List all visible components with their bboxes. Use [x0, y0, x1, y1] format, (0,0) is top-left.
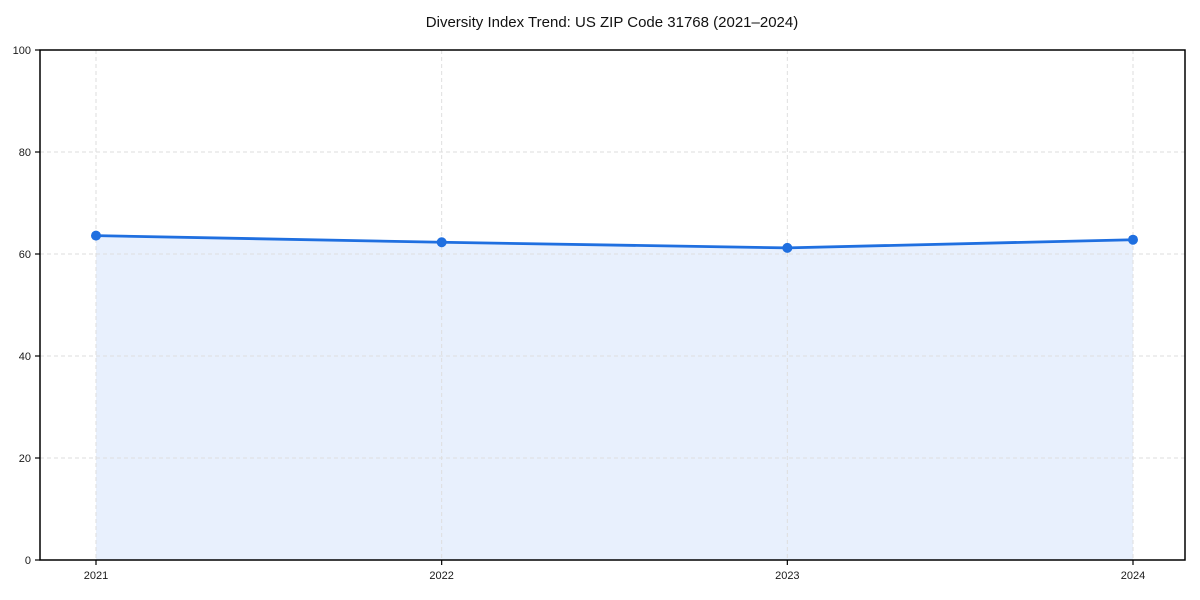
x-tick-label: 2022	[429, 570, 453, 582]
y-tick-label: 100	[13, 45, 31, 57]
y-tick-label: 60	[19, 249, 31, 261]
data-point-2022	[436, 237, 447, 248]
chart-title: Diversity Index Trend: US ZIP Code 31768…	[425, 14, 799, 31]
data-point-2024	[1128, 234, 1138, 245]
area-fill	[96, 235, 1133, 560]
y-tick-label: 40	[19, 351, 31, 363]
y-tick-label: 80	[19, 147, 31, 159]
x-tick-label: 2021	[84, 570, 108, 582]
data-point-2021	[91, 230, 101, 241]
data-point-2023	[782, 242, 793, 253]
trend-line	[94, 234, 1135, 250]
x-tick-label: 2024	[1121, 570, 1145, 582]
x-tick-label: 2023	[775, 570, 799, 582]
plot-border	[39, 49, 1186, 561]
y-tick-label: 20	[19, 453, 31, 465]
y-tick-label: 0	[25, 555, 31, 567]
